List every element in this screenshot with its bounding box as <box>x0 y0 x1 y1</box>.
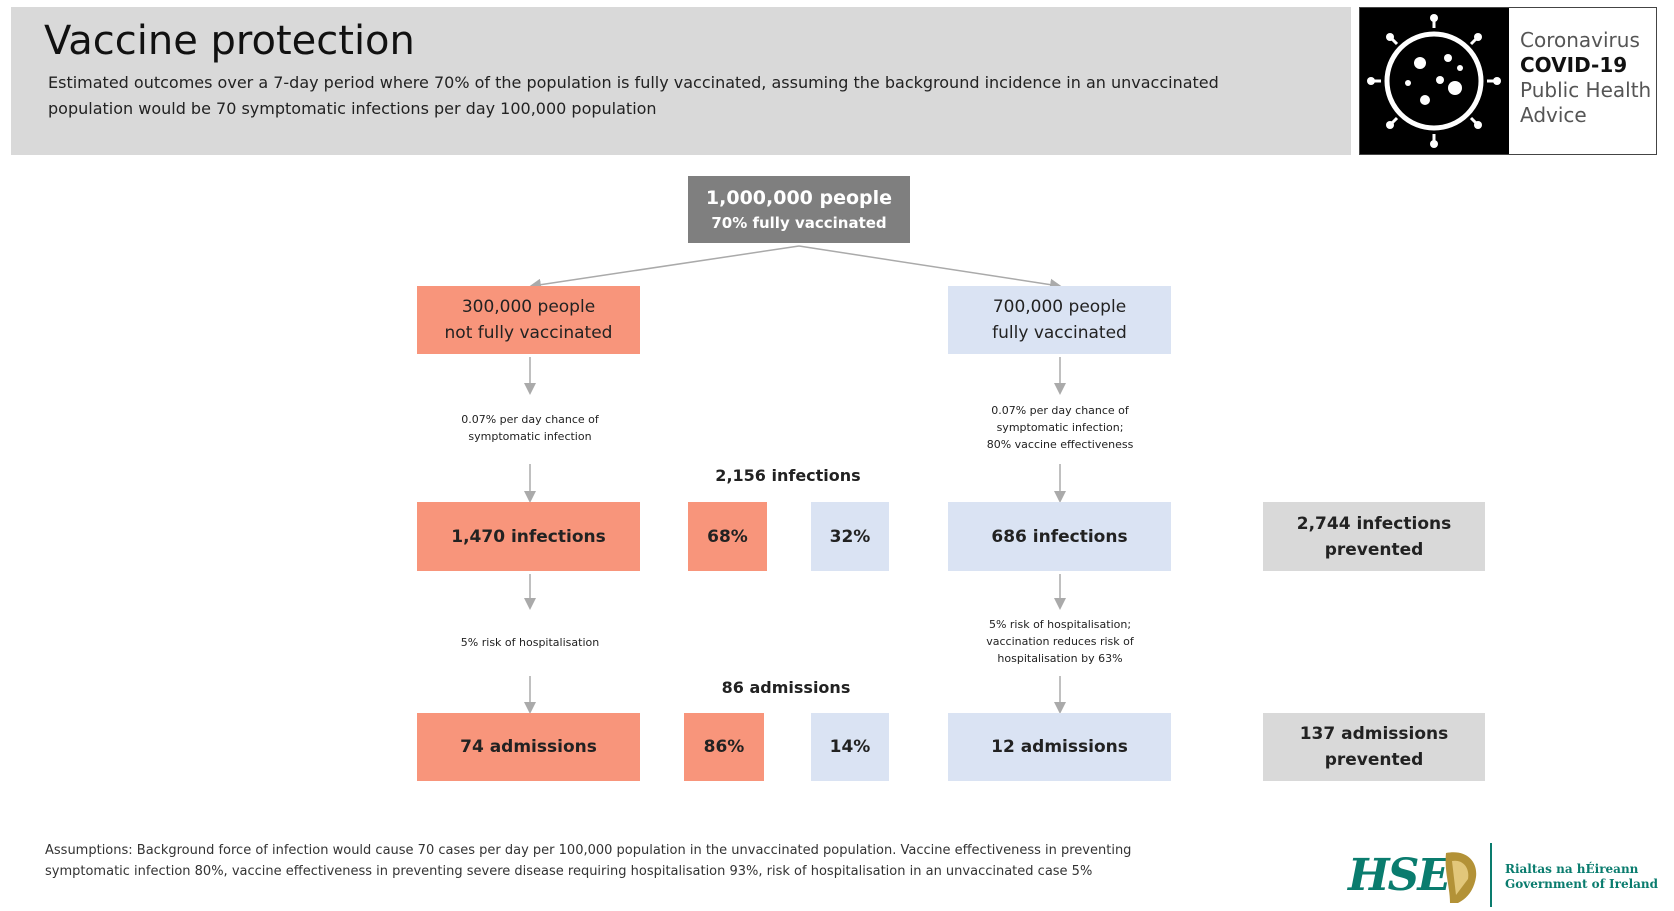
label-line: vaccination reduces risk of <box>986 635 1134 648</box>
node: 14% <box>811 713 889 781</box>
node: 12 admissions <box>948 713 1171 781</box>
label-line: hospitalisation by 63% <box>997 652 1123 665</box>
edge-label: 0.07% per day chance of symptomatic infe… <box>987 402 1134 453</box>
node-line: 300,000 people <box>461 297 596 317</box>
node-line: not fully vaccinated <box>444 323 613 343</box>
hse-logo: HSE <box>1348 850 1451 901</box>
arrow <box>798 245 1062 291</box>
label-line: symptomatic infection <box>468 430 592 443</box>
node: 1,000,000 people 70% fully vaccinated <box>688 176 910 243</box>
subtitle-line: population would be 70 symptomatic infec… <box>48 99 657 118</box>
node: 1,470 infections <box>417 502 640 571</box>
assumptions-line: Assumptions: Background force of infecti… <box>45 843 1132 858</box>
label-line: 0.07% per day chance of <box>461 413 599 426</box>
node: 68% <box>688 502 767 571</box>
node-line: 14% <box>829 737 871 757</box>
gov-line: Government of Ireland <box>1505 877 1659 891</box>
node-line: 686 infections <box>991 526 1128 547</box>
gov-text: Rialtas na hÉireann Government of Irelan… <box>1505 862 1658 892</box>
total-label: 86 admissions <box>722 678 851 697</box>
edge-label: 5% risk of hospitalisation <box>461 634 599 651</box>
title: Vaccine protection <box>44 18 415 64</box>
label-line: 2,156 infections <box>715 466 861 485</box>
assumptions-line: symptomatic infection 80%, vaccine effec… <box>45 864 1093 879</box>
node: 700,000 people fully vaccinated <box>948 286 1171 354</box>
subtitle: Estimated outcomes over a 7-day period w… <box>48 70 1219 122</box>
label-line: 5% risk of hospitalisation; <box>988 618 1132 631</box>
subtitle-line: Estimated outcomes over a 7-day period w… <box>48 73 1219 92</box>
edge-label: 0.07% per day chance of symptomatic infe… <box>461 411 599 445</box>
gov-line: Rialtas na hÉireann <box>1505 862 1639 876</box>
logo: Coronavirus COVID-19 Public Health Advic… <box>1359 7 1657 155</box>
node-line: 86% <box>703 737 745 757</box>
arrow <box>529 245 800 291</box>
assumptions: Assumptions: Background force of infecti… <box>45 840 1131 882</box>
node: 300,000 people not fully vaccinated <box>417 286 640 354</box>
header-band <box>11 7 1351 155</box>
label-line: symptomatic infection; <box>996 421 1124 434</box>
gov-divider <box>1490 843 1492 907</box>
node-line: 32% <box>829 526 871 547</box>
node: 86% <box>684 713 764 781</box>
node: 32% <box>811 502 889 571</box>
logo-line: Advice <box>1520 103 1587 127</box>
node-line: prevented <box>1324 539 1424 560</box>
logo-icon-bg <box>1360 8 1509 154</box>
node-line: 70% fully vaccinated <box>711 213 887 232</box>
node-line: 1,470 infections <box>451 526 606 547</box>
total-label: 2,156 infections <box>715 466 860 485</box>
node-line: 74 admissions <box>460 737 597 757</box>
node-line: 68% <box>707 526 748 547</box>
label-line: 0.07% per day chance of <box>991 404 1129 417</box>
node-line: fully vaccinated <box>992 323 1127 343</box>
node-line: 2,744 infections <box>1296 513 1452 534</box>
logo-line: Public Health <box>1520 78 1652 102</box>
label-line: 86 admissions <box>721 678 851 697</box>
node-line: 700,000 people <box>992 297 1127 317</box>
node: 74 admissions <box>417 713 640 781</box>
label-line: 80% vaccine effectiveness <box>986 438 1134 451</box>
node-line: prevented <box>1324 750 1424 770</box>
logo-text: Coronavirus COVID-19 Public Health Advic… <box>1520 28 1651 128</box>
harp-icon <box>1445 852 1477 903</box>
node-line: 1,000,000 people <box>705 186 893 209</box>
virus-icon <box>1367 14 1501 148</box>
node: 2,744 infections prevented <box>1263 502 1485 571</box>
node: 686 infections <box>948 502 1171 571</box>
edge-label: 5% risk of hospitalisation; vaccination … <box>986 616 1134 667</box>
node-line: 12 admissions <box>991 737 1128 757</box>
node: 137 admissions prevented <box>1263 713 1485 781</box>
logo-line: Coronavirus <box>1520 28 1640 52</box>
logo-line: COVID-19 <box>1520 53 1628 77</box>
label-line: 5% risk of hospitalisation <box>460 636 600 649</box>
node-line: 137 admissions <box>1299 724 1449 744</box>
